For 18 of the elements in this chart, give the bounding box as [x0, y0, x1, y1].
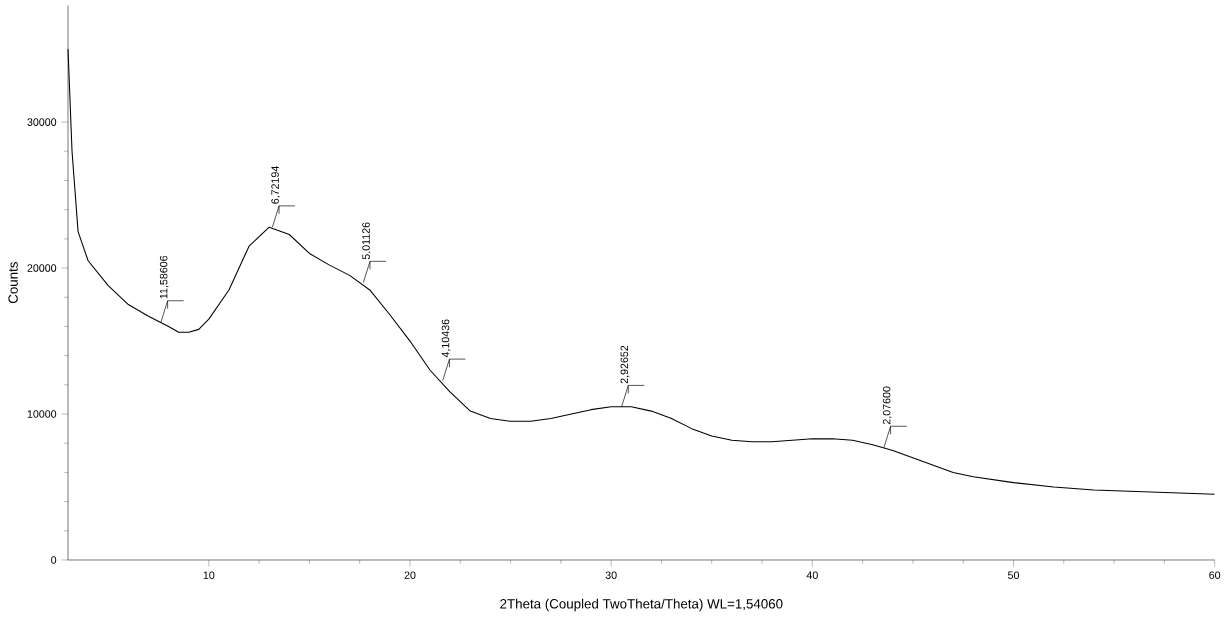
x-tick-label: 10 — [203, 571, 215, 579]
annotation: 5,01126 — [362, 222, 372, 260]
x-tick-label: 60 — [1209, 571, 1221, 579]
annotation: 2,92652 — [620, 345, 630, 384]
x-tick-label: 40 — [806, 571, 818, 579]
y-tick-label: 0 — [51, 556, 57, 564]
annotation: 6,72194 — [271, 165, 281, 204]
x-axis-title: 2Theta (Coupled TwoTheta/Theta) WL=1,54060 — [500, 598, 783, 612]
annotation: 2,07600 — [882, 386, 892, 424]
y-tick-label: 20000 — [27, 264, 57, 272]
y-tick-label: 30000 — [27, 118, 57, 126]
y-axis-title: Counts — [8, 261, 18, 303]
y-tick-label: 10000 — [27, 410, 57, 418]
annotation: 11,58606 — [159, 255, 169, 299]
x-tick-label: 50 — [1007, 571, 1020, 579]
x-tick-label: 20 — [404, 571, 416, 579]
annotation: 4,10436 — [441, 319, 451, 358]
x-tick-label: 30 — [605, 571, 617, 579]
